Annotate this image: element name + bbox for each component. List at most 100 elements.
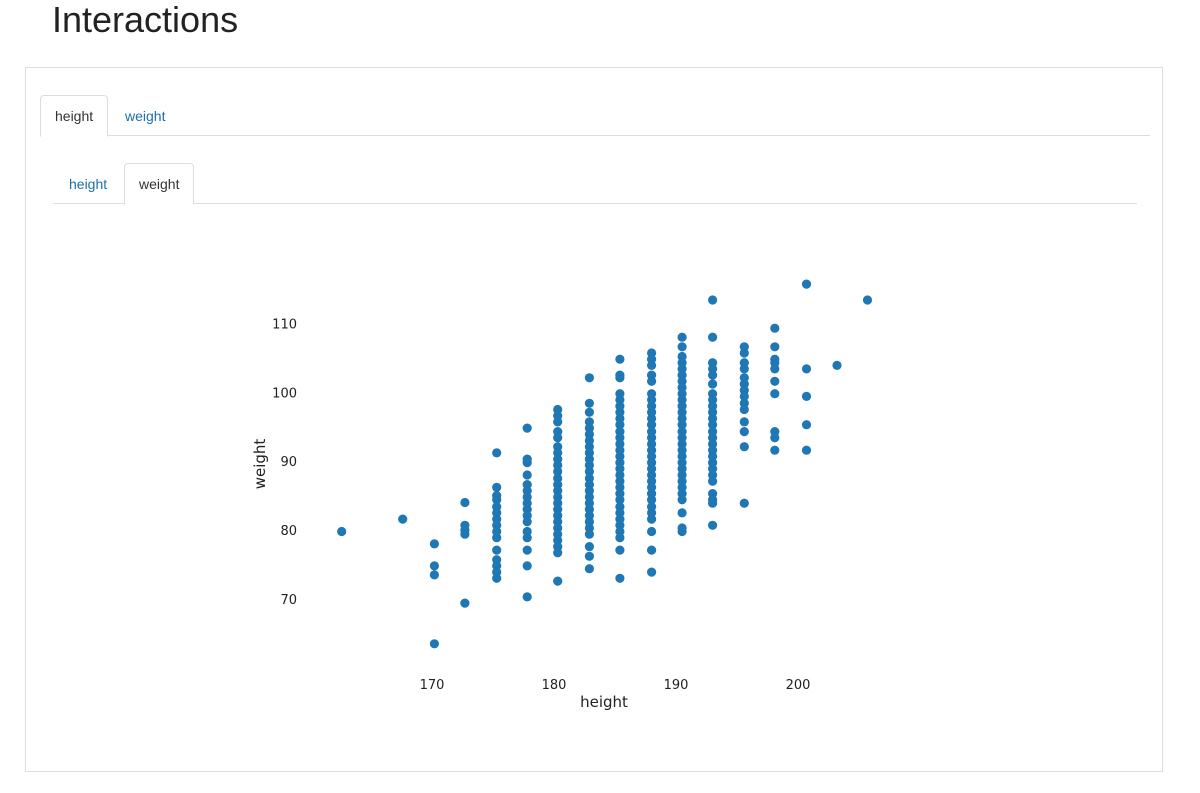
data-point (615, 573, 625, 583)
data-point (584, 564, 595, 574)
data-point (615, 545, 625, 555)
data-point (553, 548, 563, 558)
data-point (522, 458, 532, 468)
data-point (739, 427, 749, 437)
data-point (553, 433, 563, 443)
tab-outer-weight[interactable]: weight (125, 108, 166, 124)
tab-inner-weight[interactable]: weight (124, 163, 195, 205)
data-point (801, 420, 812, 430)
data-point (677, 420, 687, 430)
data-point (708, 379, 718, 389)
data-point (770, 342, 780, 352)
outer-tab-bar: height weight (40, 95, 1150, 137)
data-point (398, 514, 408, 524)
data-point (460, 529, 470, 539)
data-point (770, 433, 780, 443)
data-point (522, 561, 532, 571)
tab-outer-height[interactable]: height (40, 95, 109, 137)
tab-inner-height[interactable]: height (69, 176, 108, 192)
data-point (584, 407, 595, 417)
data-point (522, 592, 532, 602)
data-point (553, 417, 563, 427)
data-point (553, 576, 563, 586)
x-tick-label: 200 (786, 678, 811, 693)
x-tick-label: 170 (420, 678, 445, 693)
data-point (739, 442, 749, 452)
data-point (801, 391, 812, 401)
points-layer (337, 279, 873, 649)
data-point (492, 545, 502, 555)
x-axis-label: height (580, 693, 628, 711)
data-point (770, 323, 780, 333)
data-point (492, 482, 502, 492)
y-tick-label: 110 (272, 317, 297, 332)
data-point (708, 498, 718, 508)
tab-panel: height weight height weight (25, 67, 1163, 772)
data-point (770, 445, 780, 455)
data-point (615, 373, 625, 383)
data-point (739, 364, 749, 374)
data-point (584, 529, 595, 539)
data-point (801, 279, 812, 289)
data-point (647, 567, 657, 577)
data-point (708, 476, 718, 486)
data-point (708, 295, 718, 305)
data-point (429, 570, 439, 580)
x-tick-labels: 170 180 190 200 (420, 678, 811, 693)
data-point (739, 498, 749, 508)
x-tick-label: 190 (664, 678, 689, 693)
data-point (584, 542, 595, 552)
data-point (492, 448, 502, 458)
data-point (677, 526, 687, 537)
page-title: Interactions (52, 0, 239, 40)
data-point (522, 470, 532, 480)
data-point (708, 332, 718, 342)
data-point (739, 391, 749, 401)
data-point (647, 514, 657, 524)
data-point (770, 364, 780, 374)
data-point (492, 573, 502, 583)
data-point (647, 420, 657, 430)
data-point (708, 520, 718, 530)
data-point (832, 360, 842, 370)
data-point (492, 495, 502, 505)
data-point (429, 539, 439, 549)
data-point (429, 639, 439, 649)
data-point (647, 495, 657, 505)
x-tick-label: 180 (542, 678, 567, 693)
y-axis-label: weight (251, 439, 269, 490)
data-point (429, 561, 439, 571)
data-point (770, 389, 780, 399)
y-tick-label: 80 (280, 524, 297, 539)
y-tick-labels: 70 80 90 100 110 (272, 317, 297, 608)
data-point (677, 508, 687, 518)
data-point (460, 598, 470, 608)
data-point (862, 295, 873, 305)
data-point (647, 526, 657, 537)
data-point (801, 364, 812, 374)
data-point (739, 348, 749, 358)
data-point (584, 398, 595, 408)
data-point (647, 545, 657, 555)
data-point (615, 533, 625, 543)
inner-tab-bar: height weight (53, 163, 1137, 205)
data-point (492, 533, 502, 543)
data-point (647, 376, 657, 386)
data-point (615, 420, 625, 430)
data-point (708, 370, 718, 380)
data-point (615, 354, 625, 364)
data-point (584, 373, 595, 383)
data-point (460, 497, 470, 508)
data-point (584, 466, 595, 477)
data-point (584, 551, 595, 561)
data-point (801, 445, 812, 455)
data-point (553, 466, 563, 477)
data-point (739, 404, 749, 415)
y-tick-label: 90 (280, 455, 297, 470)
data-point (615, 495, 625, 505)
data-point (770, 376, 780, 386)
data-point (337, 526, 347, 537)
data-point (522, 423, 532, 433)
data-point (647, 360, 657, 370)
